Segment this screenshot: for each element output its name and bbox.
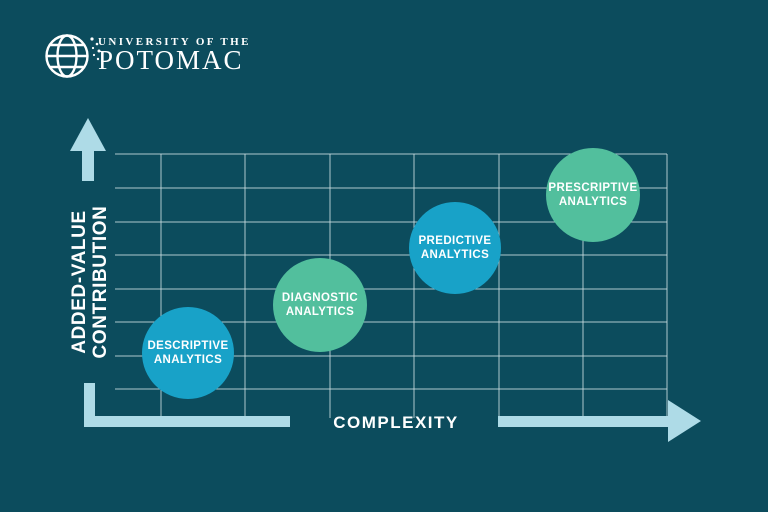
- x-axis-label: COMPLEXITY: [333, 413, 459, 432]
- logo-wordmark: UNIVERSITY OF THE POTOMAC: [98, 36, 251, 75]
- stage-label-line: ANALYTICS: [153, 354, 223, 366]
- stage-label-line: PRESCRIPTIVE: [548, 182, 638, 194]
- x-axis-corner: [84, 383, 95, 427]
- stage-label-line: ANALYTICS: [285, 306, 355, 318]
- logo-line-university-of-the: UNIVERSITY OF THE: [98, 36, 251, 48]
- y-axis-label: ADDED-VALUE CONTRIBUTION: [69, 200, 111, 364]
- descriptive-analytics-circle: DESCRIPTIVE ANALYTICS: [142, 307, 234, 399]
- y-axis-label-line2: CONTRIBUTION: [90, 205, 111, 359]
- stage-label-line: ANALYTICS: [420, 249, 490, 261]
- diagnostic-analytics-circle: DIAGNOSTIC ANALYTICS: [273, 258, 367, 352]
- stage-label-line: DESCRIPTIVE: [147, 340, 229, 352]
- y-axis-label-line1: ADDED-VALUE: [69, 210, 90, 354]
- up-arrow-icon: [70, 118, 106, 151]
- stage-label-line: ANALYTICS: [558, 196, 628, 208]
- up-arrow-icon: [82, 149, 94, 181]
- predictive-analytics-circle: PREDICTIVE ANALYTICS: [409, 202, 501, 294]
- stage-label-line: DIAGNOSTIC: [281, 292, 359, 304]
- stage-label-line: PREDICTIVE: [418, 235, 492, 247]
- right-arrow-icon: [668, 400, 701, 442]
- prescriptive-analytics-circle: PRESCRIPTIVE ANALYTICS: [546, 148, 640, 242]
- x-axis-bar-left: [84, 416, 290, 427]
- x-axis-bar-right: [498, 416, 669, 427]
- logo-line-potomac: POTOMAC: [98, 45, 244, 75]
- globe-icon: [45, 34, 101, 78]
